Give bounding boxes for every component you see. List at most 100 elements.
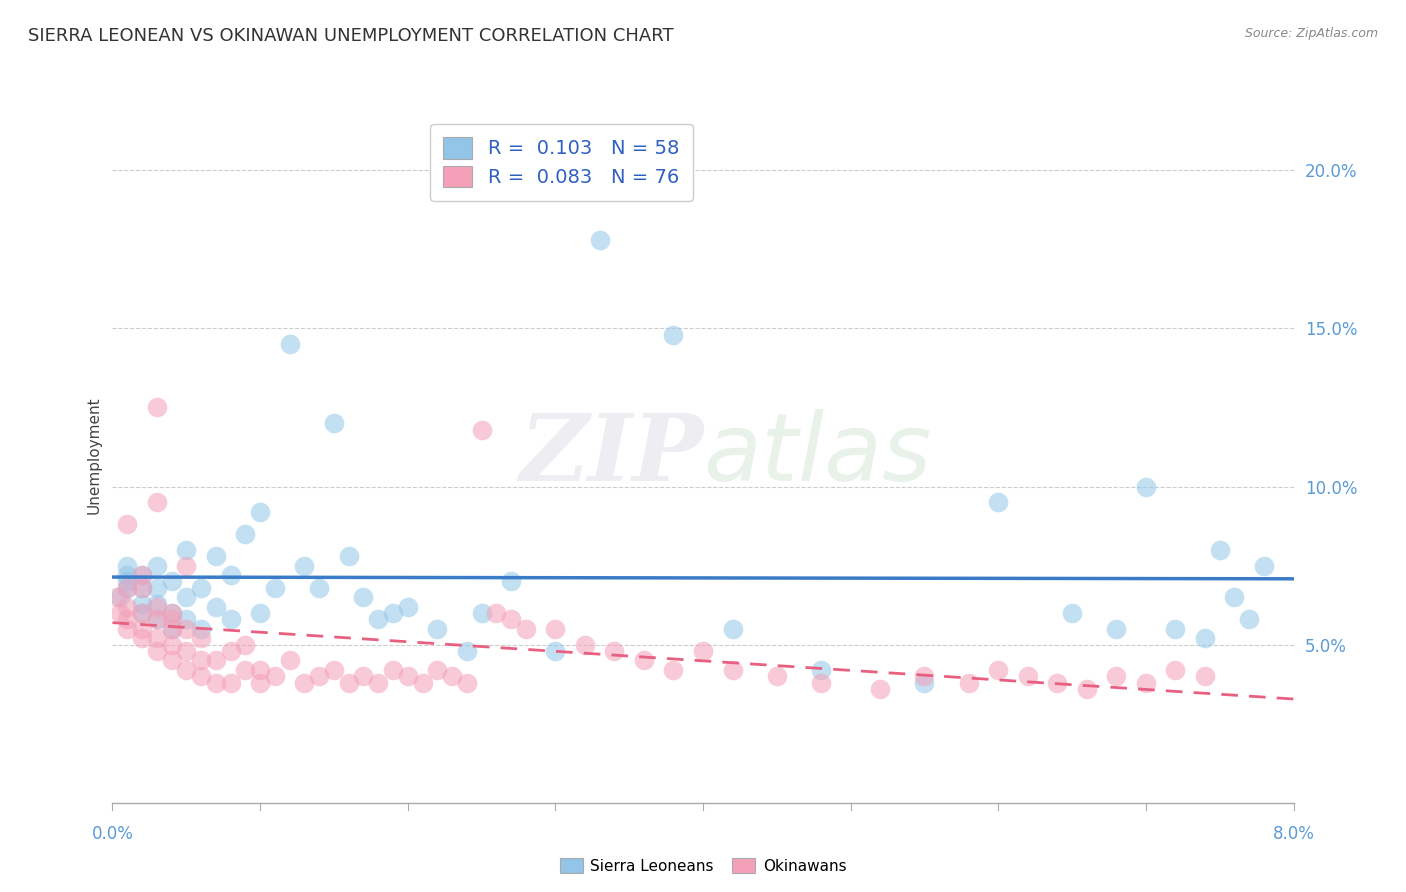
Point bbox=[914, 669, 936, 683]
Point bbox=[249, 663, 271, 677]
Point bbox=[160, 622, 183, 636]
Point bbox=[117, 612, 138, 626]
Point bbox=[308, 581, 330, 595]
Point bbox=[662, 327, 685, 342]
Point bbox=[765, 669, 787, 683]
Point bbox=[160, 606, 183, 620]
Point bbox=[190, 653, 212, 667]
Point bbox=[205, 653, 228, 667]
Text: ZIP: ZIP bbox=[519, 410, 703, 500]
Point bbox=[1105, 669, 1128, 683]
Point bbox=[810, 663, 832, 677]
Point bbox=[205, 599, 228, 614]
Point bbox=[1194, 669, 1216, 683]
Point bbox=[337, 675, 360, 690]
Point bbox=[174, 663, 197, 677]
Point bbox=[117, 581, 138, 595]
Point bbox=[1076, 681, 1098, 696]
Point bbox=[278, 337, 301, 351]
Text: atlas: atlas bbox=[703, 409, 931, 500]
Point bbox=[219, 568, 242, 582]
Point bbox=[108, 591, 131, 605]
Point bbox=[146, 495, 169, 509]
Point bbox=[117, 568, 138, 582]
Point bbox=[869, 681, 891, 696]
Point bbox=[588, 233, 610, 247]
Point bbox=[426, 622, 449, 636]
Point bbox=[501, 574, 523, 589]
Point bbox=[131, 581, 153, 595]
Point bbox=[131, 622, 153, 636]
Point bbox=[810, 675, 832, 690]
Point bbox=[308, 669, 330, 683]
Point bbox=[456, 675, 478, 690]
Point bbox=[987, 663, 1010, 677]
Point bbox=[146, 401, 169, 415]
Point bbox=[352, 669, 374, 683]
Point bbox=[174, 644, 197, 658]
Point bbox=[1223, 591, 1246, 605]
Point bbox=[146, 612, 169, 626]
Point bbox=[1135, 479, 1157, 493]
Point bbox=[323, 663, 346, 677]
Point bbox=[426, 663, 449, 677]
Point bbox=[957, 675, 980, 690]
Point bbox=[219, 675, 242, 690]
Point bbox=[131, 568, 153, 582]
Point bbox=[987, 495, 1010, 509]
Point bbox=[323, 417, 346, 431]
Point bbox=[1164, 622, 1187, 636]
Point bbox=[131, 606, 153, 620]
Legend: Sierra Leoneans, Okinawans: Sierra Leoneans, Okinawans bbox=[554, 852, 852, 880]
Point bbox=[662, 663, 685, 677]
Point bbox=[205, 549, 228, 563]
Point bbox=[117, 622, 138, 636]
Point bbox=[501, 612, 523, 626]
Point bbox=[190, 622, 212, 636]
Point bbox=[721, 663, 744, 677]
Point bbox=[1105, 622, 1128, 636]
Point bbox=[544, 622, 567, 636]
Point bbox=[174, 591, 197, 605]
Point bbox=[117, 558, 138, 573]
Point bbox=[367, 675, 389, 690]
Text: SIERRA LEONEAN VS OKINAWAN UNEMPLOYMENT CORRELATION CHART: SIERRA LEONEAN VS OKINAWAN UNEMPLOYMENT … bbox=[28, 27, 673, 45]
Point bbox=[278, 653, 301, 667]
Point bbox=[219, 612, 242, 626]
Point bbox=[219, 644, 242, 658]
Point bbox=[174, 558, 197, 573]
Point bbox=[382, 606, 405, 620]
Point bbox=[574, 638, 596, 652]
Text: 8.0%: 8.0% bbox=[1272, 825, 1315, 843]
Legend: R =  0.103   N = 58, R =  0.083   N = 76: R = 0.103 N = 58, R = 0.083 N = 76 bbox=[430, 124, 693, 201]
Point bbox=[146, 632, 169, 646]
Point bbox=[146, 644, 169, 658]
Point bbox=[603, 644, 626, 658]
Point bbox=[108, 606, 131, 620]
Point bbox=[117, 574, 138, 589]
Point bbox=[117, 599, 138, 614]
Point bbox=[382, 663, 405, 677]
Point bbox=[190, 669, 212, 683]
Point bbox=[160, 622, 183, 636]
Point bbox=[412, 675, 434, 690]
Point bbox=[337, 549, 360, 563]
Point bbox=[131, 581, 153, 595]
Point bbox=[146, 558, 169, 573]
Point bbox=[117, 581, 138, 595]
Point bbox=[544, 644, 567, 658]
Point bbox=[485, 606, 508, 620]
Point bbox=[190, 581, 212, 595]
Point bbox=[1239, 612, 1261, 626]
Point bbox=[160, 574, 183, 589]
Point bbox=[264, 581, 287, 595]
Text: Source: ZipAtlas.com: Source: ZipAtlas.com bbox=[1244, 27, 1378, 40]
Point bbox=[174, 542, 197, 557]
Point bbox=[233, 527, 256, 541]
Point bbox=[471, 606, 494, 620]
Point bbox=[131, 568, 153, 582]
Point bbox=[352, 591, 374, 605]
Point bbox=[396, 669, 419, 683]
Point bbox=[233, 638, 256, 652]
Point bbox=[441, 669, 464, 683]
